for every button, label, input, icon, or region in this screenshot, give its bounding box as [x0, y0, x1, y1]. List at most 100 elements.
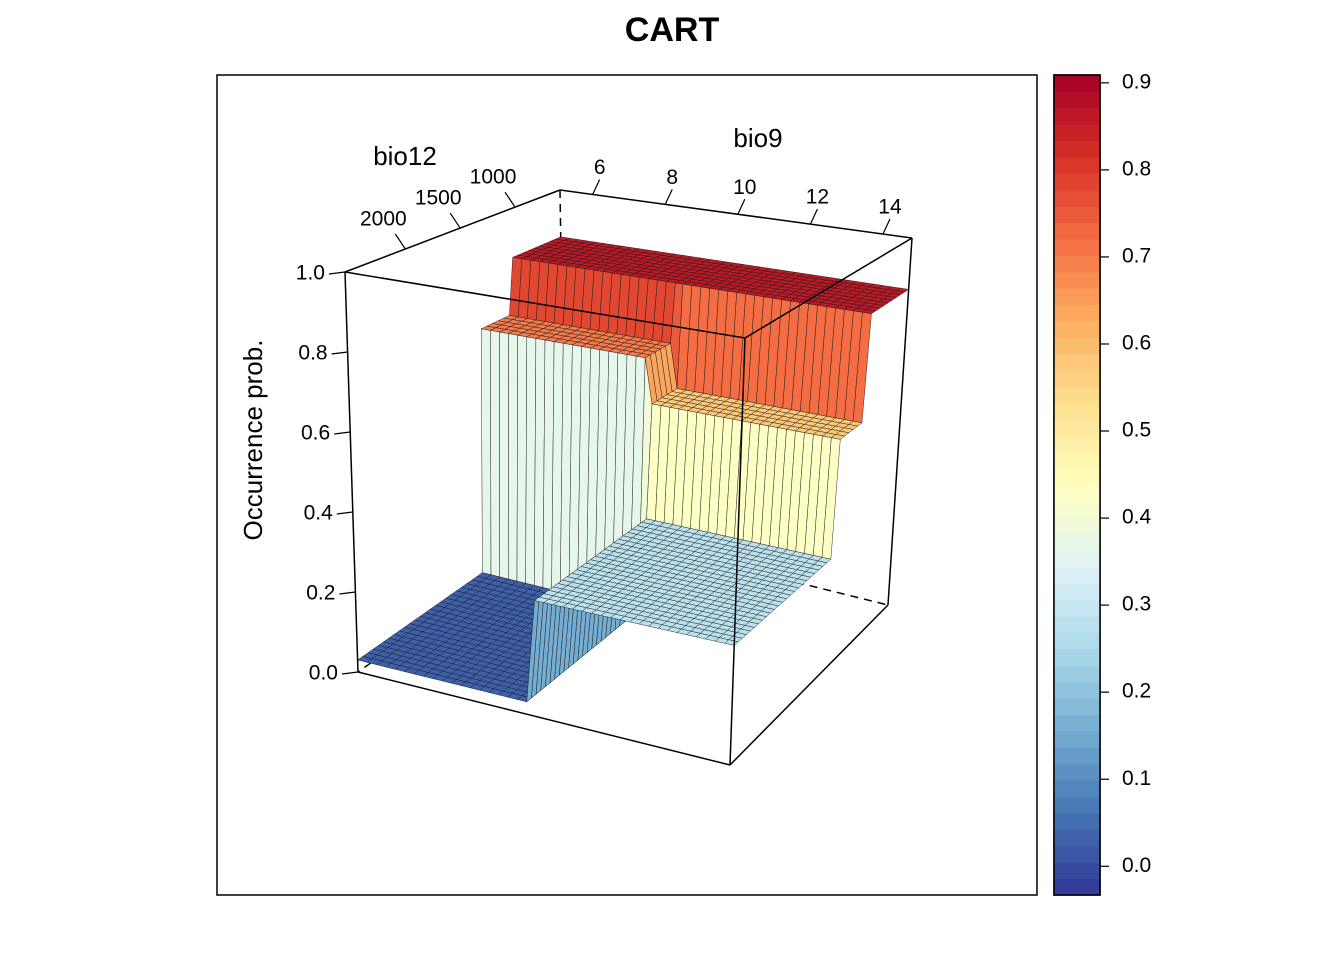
x-tick	[809, 208, 818, 225]
y-tick-label: 1000	[470, 166, 517, 189]
z-tick-label: 0.4	[304, 502, 334, 525]
colorbar-tick-label: 0.7	[1122, 244, 1151, 267]
colorbar-band	[1054, 206, 1100, 224]
x-axis-label: bio9	[733, 123, 782, 153]
colorbar-band	[1054, 534, 1100, 552]
colorbar-band	[1054, 468, 1100, 486]
colorbar-band	[1054, 255, 1100, 273]
colorbar-band	[1054, 845, 1100, 863]
colorbar-tick-label: 0.5	[1122, 419, 1151, 442]
colorbar-band	[1054, 731, 1100, 748]
colorbar-band	[1054, 780, 1100, 798]
colorbar-band	[1054, 763, 1100, 781]
colorbar-band	[1054, 140, 1100, 158]
x-tick	[664, 189, 673, 205]
colorbar-band	[1054, 337, 1100, 355]
colorbar-tick-label: 0.3	[1122, 593, 1151, 616]
colorbar-tick-label: 0.8	[1122, 157, 1151, 180]
colorbar-band	[1054, 386, 1100, 404]
colorbar-band	[1054, 485, 1100, 502]
surface-facet	[516, 334, 528, 584]
colorbar-band	[1054, 829, 1100, 847]
colorbar-band	[1054, 616, 1100, 634]
colorbar-tick-label: 0.6	[1122, 332, 1151, 355]
colorbar-band	[1054, 452, 1100, 470]
z-tick	[336, 511, 353, 515]
colorbar-band	[1054, 222, 1100, 240]
colorbar-band	[1054, 370, 1100, 388]
colorbar-band	[1054, 271, 1100, 289]
box-edge	[559, 189, 913, 239]
surface-facet	[499, 331, 509, 580]
x-tick	[592, 179, 601, 195]
colorbar-tick-label: 0.0	[1122, 854, 1151, 877]
surface-facet	[481, 328, 492, 576]
z-tick	[331, 351, 348, 355]
y-tick	[504, 191, 516, 208]
colorbar-band	[1054, 632, 1100, 650]
colorbar-band	[1054, 157, 1100, 174]
box-edge	[344, 271, 746, 339]
surface-facet	[490, 330, 500, 578]
colorbar-band	[1054, 419, 1100, 437]
colorbar-band	[1054, 681, 1100, 699]
z-tick	[339, 591, 356, 595]
box-edge	[344, 271, 359, 673]
colorbar-band	[1054, 583, 1100, 601]
colorbar-band	[1054, 91, 1100, 109]
colorbar-band	[1054, 714, 1100, 732]
colorbar-band	[1054, 862, 1100, 880]
colorbar-band	[1054, 501, 1100, 519]
colorbar-band	[1054, 567, 1100, 584]
colorbar-band	[1054, 878, 1100, 896]
box-edge	[744, 237, 913, 339]
colorbar-outline	[1053, 74, 1101, 896]
colorbar-band	[1054, 550, 1100, 568]
colorbar-band	[1054, 75, 1100, 92]
x-tick-label: 12	[806, 186, 829, 209]
chart-title: CART	[625, 11, 720, 49]
z-axis-label: Occurrence prob.	[238, 340, 268, 541]
colorbar-band	[1054, 517, 1100, 535]
colorbar-band	[1054, 599, 1100, 617]
z-tick-label: 0.8	[298, 342, 327, 365]
colorbar-tick-label: 0.4	[1122, 506, 1152, 529]
z-tick	[328, 271, 346, 275]
z-tick	[334, 431, 351, 435]
box-edge	[344, 189, 561, 273]
y-axis-label: bio12	[373, 141, 437, 171]
colorbar-band	[1054, 649, 1100, 666]
colorbar-band	[1054, 173, 1100, 191]
colorbar-band	[1054, 124, 1100, 142]
x-tick	[737, 198, 746, 215]
colorbar-band	[1054, 107, 1100, 125]
x-tick-label: 6	[594, 156, 606, 179]
z-tick	[341, 671, 359, 675]
plot-frame	[216, 74, 1038, 896]
colorbar-band	[1054, 288, 1100, 306]
y-tick	[394, 233, 406, 250]
colorbar-tick-label: 0.9	[1122, 70, 1151, 93]
colorbar-tick-label: 0.2	[1122, 680, 1151, 703]
y-tick	[449, 212, 461, 229]
colorbar-band	[1054, 403, 1100, 420]
x-tick-label: 14	[878, 196, 902, 219]
box-edge	[357, 671, 731, 766]
x-tick-label: 10	[733, 176, 756, 199]
box-edge	[729, 337, 746, 766]
y-tick-label: 1500	[415, 187, 462, 210]
z-tick-label: 1.0	[296, 262, 325, 285]
colorbar-band	[1054, 321, 1100, 338]
z-tick-label: 0.2	[306, 582, 335, 605]
y-tick-label: 2000	[360, 208, 407, 231]
colorbar-band	[1054, 747, 1100, 765]
colorbar-tick-label: 0.1	[1122, 767, 1151, 790]
box-edge	[729, 604, 889, 766]
surface-facet	[508, 333, 518, 582]
x-tick-label: 8	[666, 166, 678, 189]
z-tick-label: 0.6	[301, 422, 330, 445]
colorbar-band	[1054, 665, 1100, 683]
colorbar-band	[1054, 813, 1100, 830]
colorbar-band	[1054, 189, 1100, 207]
